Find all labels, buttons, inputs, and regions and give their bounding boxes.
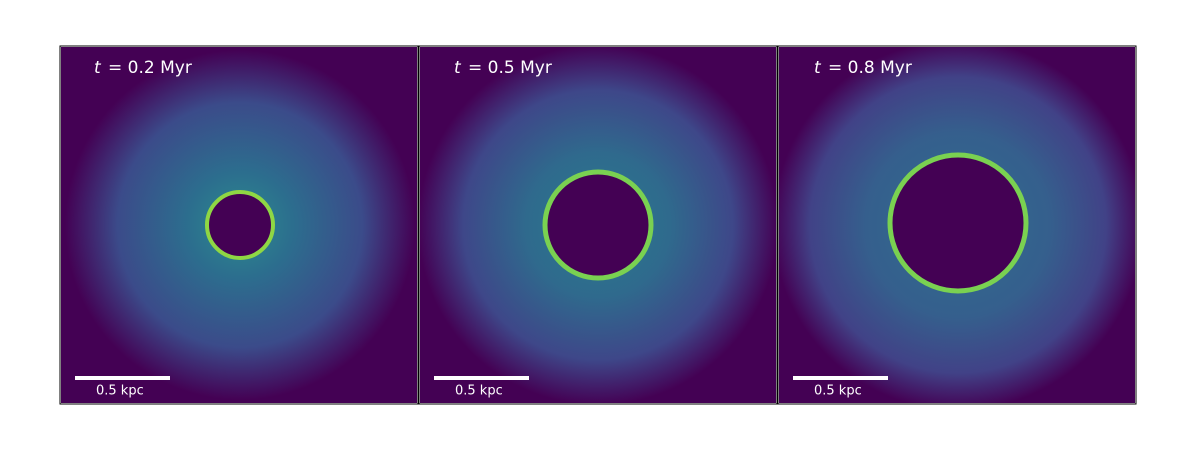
scale-bar [434,376,529,380]
panel [420,47,776,403]
time-symbol: t [94,58,102,78]
panel [779,47,1135,403]
time-symbol: t [814,58,822,78]
time-label: = 0.5 Myr [468,58,552,78]
scale-label: 0.5 kpc [455,384,503,399]
scale-bar [793,376,888,380]
shell [542,169,654,281]
panel-border [777,45,1137,405]
time-label: = 0.8 Myr [828,58,912,78]
scale-label: 0.5 kpc [96,384,144,399]
shell [205,190,275,260]
time-symbol: t [454,58,462,78]
panel-border [418,45,778,405]
scale-bar [75,376,170,380]
panel [61,47,417,403]
shell [887,152,1029,294]
time-label: = 0.2 Myr [108,58,192,78]
scale-label: 0.5 kpc [814,384,862,399]
panel-border [59,45,419,405]
